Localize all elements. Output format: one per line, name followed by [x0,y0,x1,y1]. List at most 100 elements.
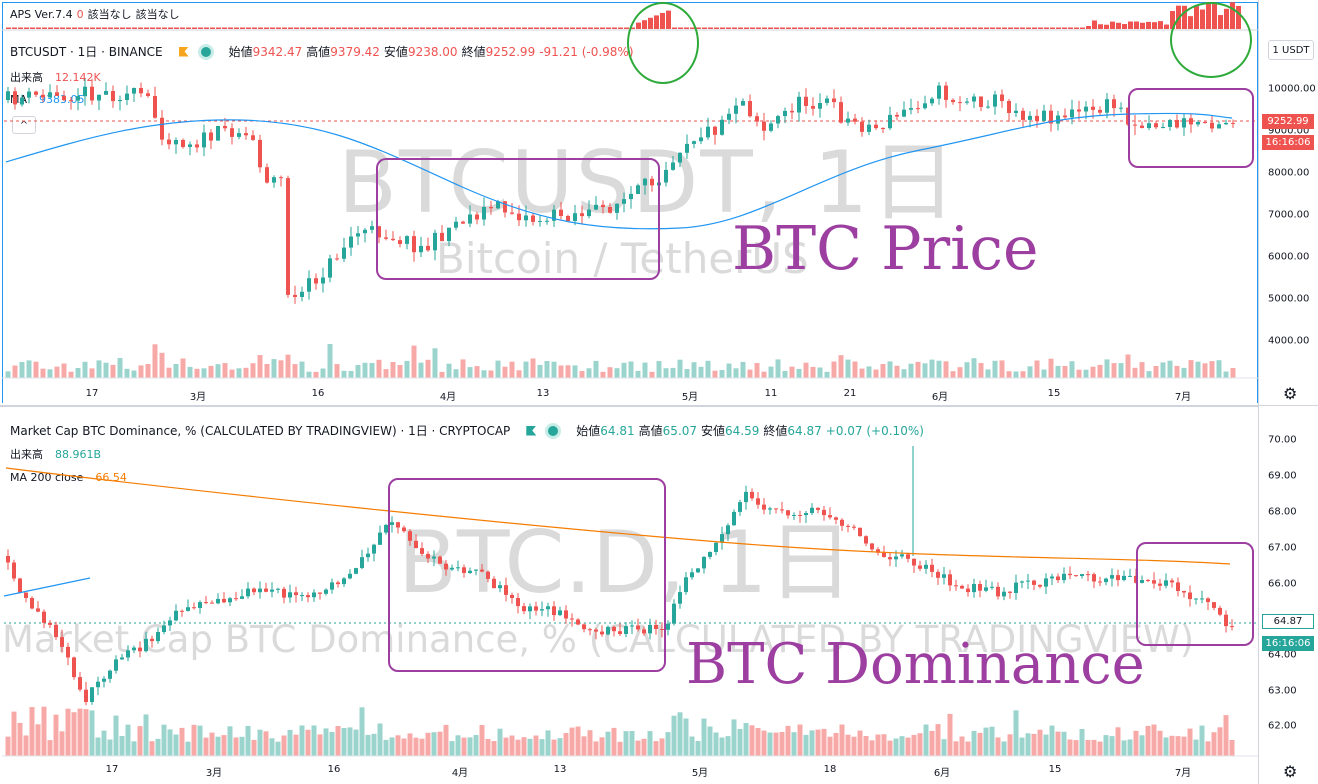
btc-price-chart-canvas[interactable] [0,0,1258,406]
volume-bar [1115,727,1121,756]
candle-body [1194,598,1198,600]
candle-body [300,291,304,297]
high-value: 65.07 [662,423,698,438]
volume-bar [359,707,365,756]
last-value-tag: 64.87 [1262,614,1314,629]
candle-body [420,548,424,554]
volume-bar [530,358,536,378]
candle-body [1140,125,1144,128]
aps-bar [594,27,599,29]
volume-legend[interactable]: 出来高 12.142K [10,69,101,85]
volume-bar [83,709,89,756]
volume-bar [824,371,830,378]
volume-bar [449,741,455,756]
candle-body [870,543,874,550]
candle-body [540,609,544,611]
btc-dominance-chart-canvas[interactable] [0,406,1258,784]
candle-body [384,524,388,533]
volume-legend[interactable]: 出来高 88.961B [10,446,101,462]
short-ma-line [3,577,91,597]
candles [6,485,1234,706]
candle-body [480,569,484,572]
volume-bar [89,368,95,378]
candle-body [1092,574,1096,582]
candle-body [825,98,829,103]
candle-body [840,519,844,526]
time-axis-label: 15 [1048,764,1062,775]
candle-body [370,226,374,230]
volume-bar [985,369,991,378]
ma200-legend[interactable]: MA 200 close 66.54 [10,471,127,484]
dominance-symbol-label[interactable]: Market Cap BTC Dominance, % (CALCULATED … [10,424,511,438]
aps-bar [444,27,449,29]
settings-gear-icon[interactable]: ⚙ [1283,384,1298,403]
volume-bar [719,737,725,756]
currency-unit-button[interactable]: 1 USDT [1268,40,1314,60]
volume-bar [705,360,711,378]
candle-body [714,542,718,552]
volume-bar [275,741,281,756]
volume-bar [334,364,340,378]
candle-body [517,213,521,221]
symbol-label[interactable]: BTCUSDT · 1日 · BINANCE [10,45,163,59]
flag-icon[interactable] [178,46,189,57]
btc-dominance-annotation: BTC Dominance [686,632,1145,697]
candle-body [810,507,814,513]
aps-bar [288,27,293,29]
aps-bar [528,27,533,29]
candle-body [405,236,409,244]
volume-bar [1073,740,1079,756]
candle-body [762,504,766,510]
candle-body [944,85,948,100]
settings-gear-icon[interactable]: ⚙ [1283,762,1298,781]
volume-bar [911,734,917,756]
btc-price-pane[interactable]: APS Ver.7.4 0 該当なし 該当なし 0 BTCUSDT · 1日 ·… [0,0,1318,406]
volume-bar [1079,729,1085,756]
dominance-scale[interactable] [1258,406,1318,784]
candle-body [192,607,196,609]
volume-bar [227,726,233,756]
candle-body [1188,592,1192,600]
volume-bar [418,362,424,378]
candle-body [798,515,802,516]
aps-bar [108,27,113,29]
aps-bar [240,27,245,29]
high-value: 9379.42 [330,44,380,59]
candle-body [300,595,304,597]
btc-symbol-legend[interactable]: BTCUSDT · 1日 · BINANCE 始値 9342.47 高値 9379.… [10,43,634,60]
candle-body [265,167,269,183]
volume-bar [1163,737,1169,756]
aps-bar [714,27,719,29]
candle-body [1224,614,1228,627]
pane-separator[interactable] [0,405,1318,407]
aps-bar [474,27,479,29]
volume-bar [1109,736,1115,756]
candle-body [573,213,577,221]
volume-bar [138,365,144,378]
open-value: 64.81 [600,423,635,438]
volume-bar [96,360,102,378]
aps-bar [954,27,959,29]
btc-dominance-pane[interactable]: Market Cap BTC Dominance, % (CALCULATED … [0,406,1318,784]
candle-body [1182,591,1186,593]
aps-bar [186,27,191,29]
candle-body [282,588,286,598]
volume-bar [1104,359,1110,378]
dominance-symbol-legend[interactable]: Market Cap BTC Dominance, % (CALCULATED … [10,422,924,439]
volume-bar [179,727,185,756]
price-scale[interactable] [1258,0,1318,406]
candle-body [69,100,73,102]
volume-bar [89,710,95,756]
aps-bar [276,27,281,29]
volume-bar [431,732,437,756]
candle-body [1116,575,1120,581]
aps-bar [258,27,263,29]
volume-bar [40,368,46,378]
candle-body [306,595,310,598]
volume-bar [775,359,781,378]
volume-bar [1139,735,1145,756]
aps-bar [756,27,761,29]
volume-bar [185,741,191,756]
flag-icon[interactable] [526,425,537,436]
candle-body [912,558,916,566]
